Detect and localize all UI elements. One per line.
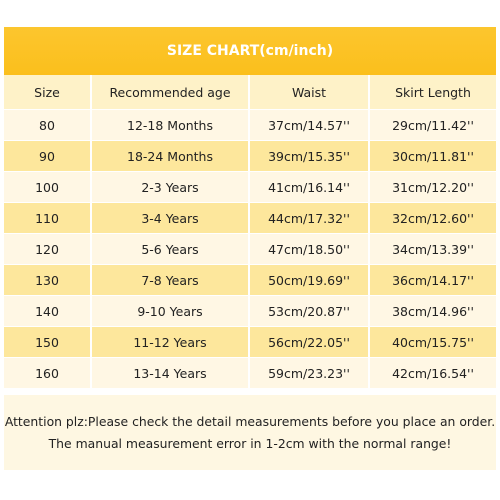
table-cell: 36cm/14.17'' <box>392 272 474 288</box>
table-cell: 39cm/15.35'' <box>250 141 370 171</box>
table-cell: 80 <box>4 110 92 140</box>
table-cell: 5-6 Years <box>92 234 250 264</box>
table-cell: 2-3 Years <box>92 172 250 202</box>
table-row: 90 18-24 Months 39cm/15.35'' 30cm/11.81'' <box>4 141 496 172</box>
table-cell: 100 <box>4 172 92 202</box>
size-table: Size Recommended age Waist Skirt Length 80 12… <box>4 75 496 389</box>
table-cell: 160 <box>4 358 92 388</box>
table-cell: 120 <box>4 234 92 264</box>
table-row: 110 3-4 Years 44cm/17.32'' 32cm/12.60'' <box>4 203 496 234</box>
table-row: 150 11-12 Years 56cm/22.05'' 40cm/15.75'' <box>4 327 496 358</box>
column-header: Recommended age <box>92 75 250 109</box>
table-cell: 53cm/20.87'' <box>250 296 370 326</box>
table-cell: 50cm/19.69'' <box>250 265 370 295</box>
column-header: Waist <box>250 75 370 109</box>
table-cell: 38cm/14.96'' <box>392 303 474 319</box>
table-cell: 9-10 Years <box>92 296 250 326</box>
table-cell: 31cm/12.20'' <box>392 179 474 195</box>
table-row: 130 7-8 Years 50cm/19.69'' 36cm/14.17'' <box>4 265 496 296</box>
table-cell: 41cm/16.14'' <box>250 172 370 202</box>
table-cell: 11-12 Years <box>92 327 250 357</box>
column-header: Size <box>4 75 92 109</box>
table-cell: 59cm/23.23'' <box>250 358 370 388</box>
header-row: Size Recommended age Waist Skirt Length <box>4 75 496 110</box>
note: Attention plz:Please check the detail me… <box>4 395 496 470</box>
table-cell: 90 <box>4 141 92 171</box>
table-cell: 130 <box>4 265 92 295</box>
table-cell: 32cm/12.60'' <box>392 210 474 226</box>
table-row: 100 2-3 Years 41cm/16.14'' 31cm/12.20'' <box>4 172 496 203</box>
column-header: Skirt Length <box>395 84 471 100</box>
table-cell: 37cm/14.57'' <box>250 110 370 140</box>
table-cell: 110 <box>4 203 92 233</box>
table-cell: 140 <box>4 296 92 326</box>
table-cell: 7-8 Years <box>92 265 250 295</box>
chart-title: SIZE CHART(cm/inch) <box>4 27 496 75</box>
note-line: The manual measurement error in 1-2cm wi… <box>48 435 452 451</box>
table-cell: 34cm/13.39'' <box>392 241 474 257</box>
table-row: 140 9-10 Years 53cm/20.87'' 38cm/14.96'' <box>4 296 496 327</box>
table-cell: 44cm/17.32'' <box>250 203 370 233</box>
table-row: 160 13-14 Years 59cm/23.23'' 42cm/16.54'' <box>4 358 496 389</box>
table-cell: 40cm/15.75'' <box>392 334 474 350</box>
table-cell: 42cm/16.54'' <box>392 365 474 381</box>
table-cell: 29cm/11.42'' <box>392 117 474 133</box>
table-row: 80 12-18 Months 37cm/14.57'' 29cm/11.42'' <box>4 110 496 141</box>
note-line: Attention plz:Please check the detail me… <box>4 413 496 429</box>
table-cell: 56cm/22.05'' <box>250 327 370 357</box>
table-cell: 30cm/11.81'' <box>392 148 474 164</box>
table-cell: 47cm/18.50'' <box>250 234 370 264</box>
table-cell: 150 <box>4 327 92 357</box>
table-cell: 13-14 Years <box>92 358 250 388</box>
table-cell: 3-4 Years <box>92 203 250 233</box>
table-cell: 18-24 Months <box>92 141 250 171</box>
table-cell: 12-18 Months <box>92 110 250 140</box>
table-row: 120 5-6 Years 47cm/18.50'' 34cm/13.39'' <box>4 234 496 265</box>
